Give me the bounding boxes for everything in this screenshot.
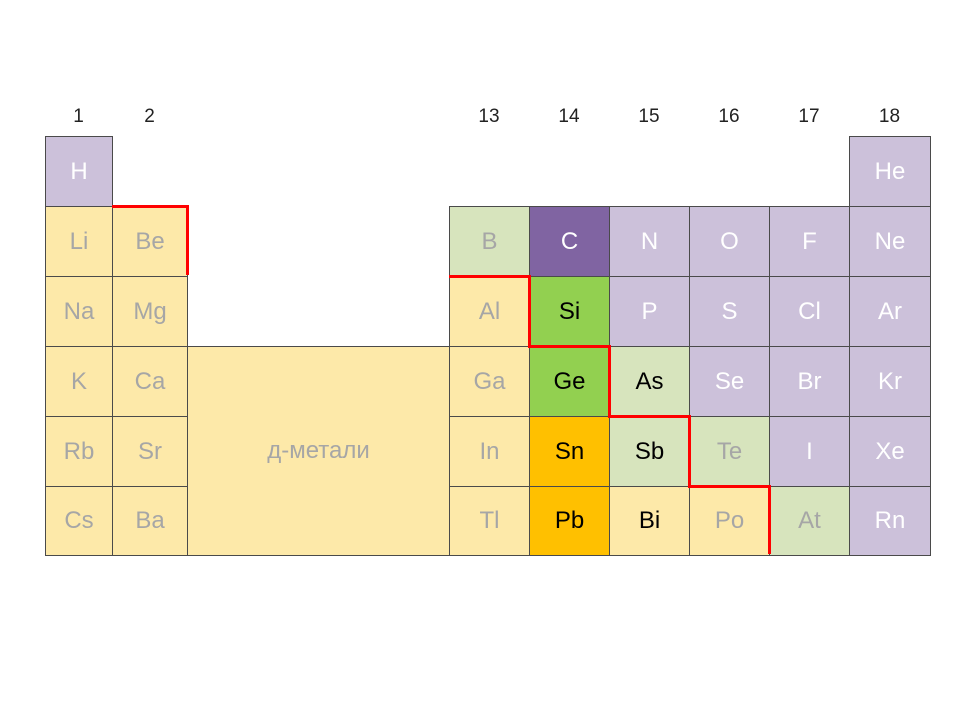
group-header-18: 18 <box>878 106 901 127</box>
element-cell-pb: Pb <box>529 486 610 556</box>
element-cell-br: Br <box>769 346 850 417</box>
element-cell-he: He <box>849 136 931 207</box>
element-cell-po: Po <box>689 486 770 556</box>
element-cell-n: N <box>609 206 690 277</box>
group-header-17: 17 <box>798 106 820 127</box>
element-cell-ga: Ga <box>449 346 530 417</box>
element-cell-si: Si <box>529 276 610 347</box>
element-cell-te: Te <box>689 416 770 487</box>
element-cell-al: Al <box>449 276 530 347</box>
group-header-16: 16 <box>718 106 740 127</box>
group-header-1: 1 <box>73 106 84 127</box>
element-cell-at: At <box>769 486 850 556</box>
element-cell-i: I <box>769 416 850 487</box>
element-cell-o: O <box>689 206 770 277</box>
element-cell-rn: Rn <box>849 486 931 556</box>
element-cell-mg: Mg <box>112 276 188 347</box>
element-cell-li: Li <box>45 206 113 277</box>
element-cell-cl: Cl <box>769 276 850 347</box>
element-cell-tl: Tl <box>449 486 530 556</box>
group-header-14: 14 <box>558 106 580 127</box>
element-cell-in: In <box>449 416 530 487</box>
d-block-metals: д-метали <box>187 346 450 556</box>
element-cell-na: Na <box>45 276 113 347</box>
element-cell-as: As <box>609 346 690 417</box>
element-cell-kr: Kr <box>849 346 931 417</box>
element-cell-cs: Cs <box>45 486 113 556</box>
element-cell-ba: Ba <box>112 486 188 556</box>
element-cell-p: P <box>609 276 690 347</box>
element-cell-h: H <box>45 136 113 207</box>
boundary-line-p-block <box>449 275 771 554</box>
element-cell-s: S <box>689 276 770 347</box>
boundary-line-be <box>112 205 189 275</box>
group-header-13: 13 <box>478 106 500 127</box>
element-cell-ne: Ne <box>849 206 931 277</box>
group-header-15: 15 <box>638 106 660 127</box>
group-header-2: 2 <box>144 106 155 127</box>
element-cell-sb: Sb <box>609 416 690 487</box>
element-cell-xe: Xe <box>849 416 931 487</box>
element-cell-se: Se <box>689 346 770 417</box>
element-cell-ca: Ca <box>112 346 188 417</box>
